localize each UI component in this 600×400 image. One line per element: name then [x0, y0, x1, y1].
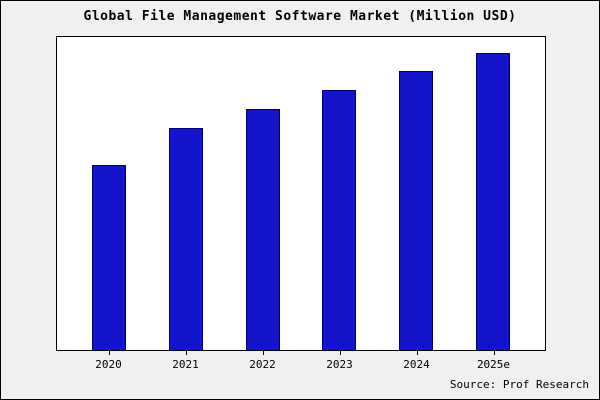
- x-tick-label-2023: 2023: [323, 351, 357, 371]
- x-tick-mark: [416, 351, 418, 355]
- bar-2023: [322, 90, 357, 350]
- plot-area: [56, 36, 546, 351]
- chart-title: Global File Management Software Market (…: [83, 9, 517, 24]
- x-axis-labels: 2020 2021 2022 2023 2024 2025e: [56, 351, 546, 371]
- x-tick-mark: [493, 351, 495, 355]
- bar-2024: [398, 71, 433, 350]
- x-tick-mark: [185, 351, 187, 355]
- x-tick-label-2025e: 2025e: [477, 351, 511, 371]
- source-note: Source: Prof Research: [449, 378, 589, 391]
- x-tick-mark: [262, 351, 264, 355]
- x-tick-label-2020: 2020: [92, 351, 126, 371]
- x-tick-label-2021: 2021: [169, 351, 203, 371]
- x-tick-label-2022: 2022: [246, 351, 280, 371]
- bars: [57, 37, 545, 350]
- x-tick-mark: [339, 351, 341, 355]
- x-tick-mark: [108, 351, 110, 355]
- bar-2022: [245, 109, 280, 350]
- bar-2025e: [475, 52, 510, 350]
- bar-2020: [92, 165, 127, 350]
- bar-2021: [168, 127, 203, 350]
- x-tick-label-2024: 2024: [400, 351, 434, 371]
